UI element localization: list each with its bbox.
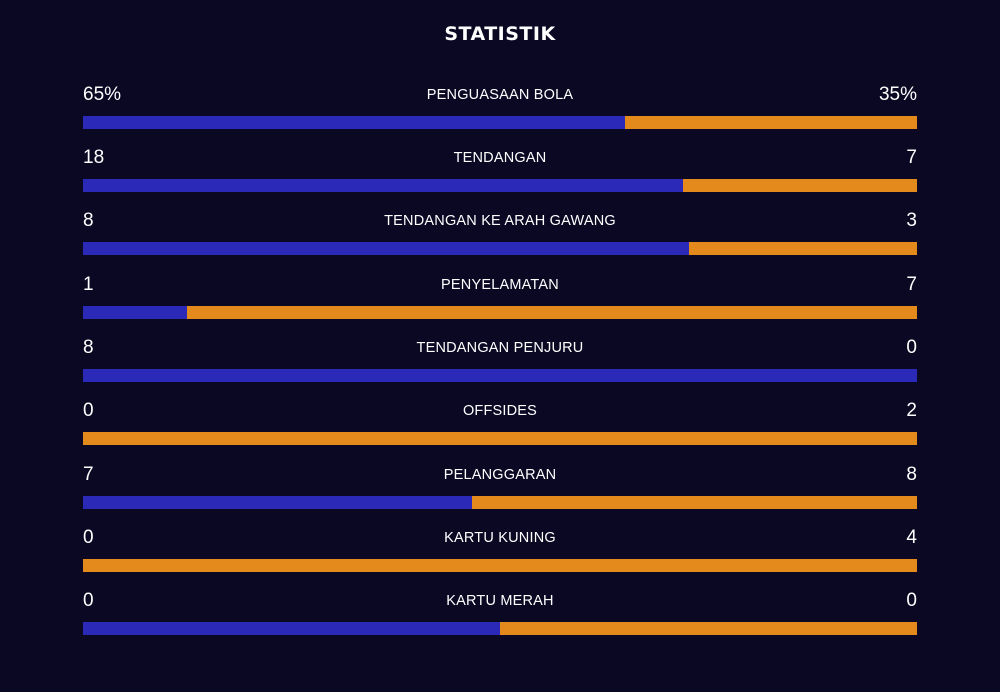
- stat-row-shots: 18 TENDANGAN 7: [83, 146, 917, 206]
- away-value: 7: [906, 147, 917, 168]
- home-value: 18: [83, 147, 105, 168]
- stat-bar: [83, 306, 917, 319]
- away-value: 35%: [878, 84, 917, 105]
- stat-row-red-cards: 0 KARTU MERAH 0: [83, 589, 917, 649]
- home-value: 1: [83, 274, 94, 295]
- page-title: STATISTIK: [444, 23, 556, 45]
- stat-bar: [83, 242, 917, 255]
- home-value: 0: [83, 400, 94, 421]
- stat-row-fouls: 7 PELANGGARAN 8: [83, 463, 917, 523]
- stat-label: TENDANGAN KE ARAH GAWANG: [384, 213, 616, 229]
- away-value: 2: [906, 400, 917, 421]
- stat-bar: [83, 432, 917, 445]
- away-value: 7: [906, 274, 917, 295]
- home-share-fill: [83, 369, 917, 382]
- stat-label: TENDANGAN: [453, 150, 547, 166]
- home-value: 7: [83, 464, 94, 485]
- stat-bar: [83, 369, 917, 382]
- home-share-fill: [83, 496, 473, 509]
- stat-row-possession: 65% PENGUASAAN BOLA 35%: [83, 83, 917, 143]
- home-share-fill: [83, 116, 626, 129]
- stat-row-yellow-cards: 0 KARTU KUNING 4: [83, 526, 917, 586]
- stat-label: TENDANGAN PENJURU: [416, 340, 584, 356]
- home-value: 8: [83, 210, 94, 231]
- stat-label: OFFSIDES: [462, 403, 538, 419]
- stat-row-saves: 1 PENYELAMATAN 7: [83, 273, 917, 333]
- stat-label: PELANGGARAN: [443, 467, 557, 483]
- home-share-fill: [83, 306, 188, 319]
- away-value: 0: [906, 590, 917, 611]
- stat-row-offsides: 0 OFFSIDES 2: [83, 399, 917, 459]
- stat-bar: [83, 622, 917, 635]
- home-value: 0: [83, 527, 94, 548]
- stat-label: PENYELAMATAN: [441, 277, 559, 293]
- home-value: 0: [83, 590, 94, 611]
- stat-label: KARTU KUNING: [444, 530, 556, 546]
- home-value: 65%: [83, 84, 122, 105]
- away-value: 0: [906, 337, 917, 358]
- stat-bar: [83, 559, 917, 572]
- stat-bar: [83, 179, 917, 192]
- stat-bar: [83, 116, 917, 129]
- stat-bar: [83, 496, 917, 509]
- home-share-fill: [83, 242, 690, 255]
- stat-label: KARTU MERAH: [446, 593, 554, 609]
- stat-row-shots-on-target: 8 TENDANGAN KE ARAH GAWANG 3: [83, 209, 917, 269]
- stat-label: PENGUASAAN BOLA: [426, 87, 574, 103]
- away-value: 8: [906, 464, 917, 485]
- stat-row-corners: 8 TENDANGAN PENJURU 0: [83, 336, 917, 396]
- away-value: 3: [906, 210, 917, 231]
- home-share-fill: [83, 179, 684, 192]
- home-share-fill: [83, 622, 500, 635]
- away-value: 4: [906, 527, 917, 548]
- home-value: 8: [83, 337, 94, 358]
